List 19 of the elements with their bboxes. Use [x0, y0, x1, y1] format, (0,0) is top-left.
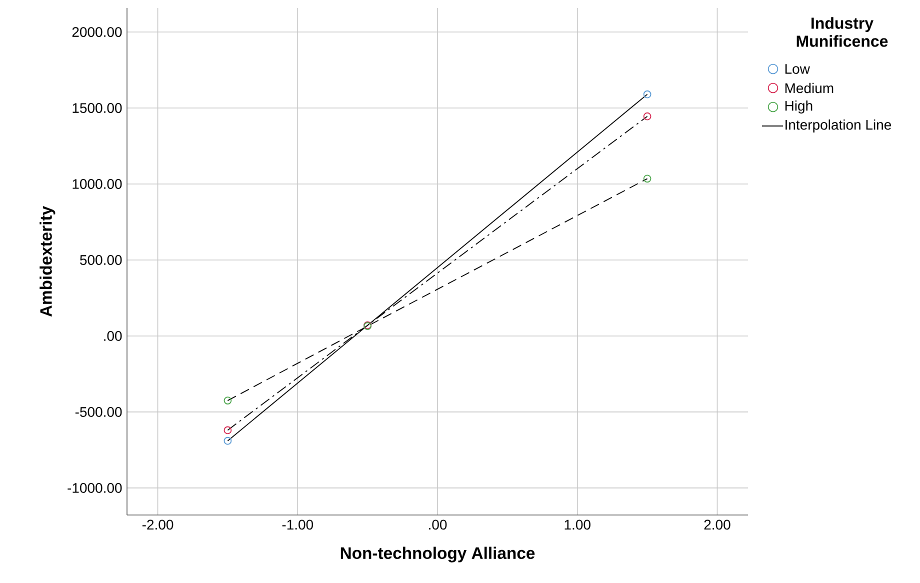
legend-title: Industry Munificence: [796, 17, 888, 47]
x-tick-label: 1.00: [564, 520, 590, 530]
y-tick-label: .00: [104, 331, 122, 341]
y-tick-label: -500.00: [75, 407, 122, 417]
x-tick-label: 2.00: [704, 520, 730, 530]
y-tick-label: -1000.00: [68, 483, 122, 493]
y-tick-label: 500.00: [80, 255, 122, 265]
text: Interpolation Line: [786, 119, 892, 133]
x-tick-label: .00: [429, 520, 447, 530]
y-tick-label: 1500.00: [72, 103, 122, 113]
legend-label: Medium: [785, 82, 834, 94]
legend-label: High: [785, 100, 812, 114]
y-tick-label: 2000.00: [72, 27, 122, 37]
x-tick-label: -2.00: [142, 520, 174, 530]
x-axis-title: Non-technology Alliance: [340, 546, 535, 562]
x-tick-label: -1.00: [282, 520, 314, 530]
y-axis-title: Ambidexterity: [40, 206, 56, 317]
legend-label: Low: [785, 64, 810, 74]
y-tick-label: 1000.00: [72, 179, 122, 189]
